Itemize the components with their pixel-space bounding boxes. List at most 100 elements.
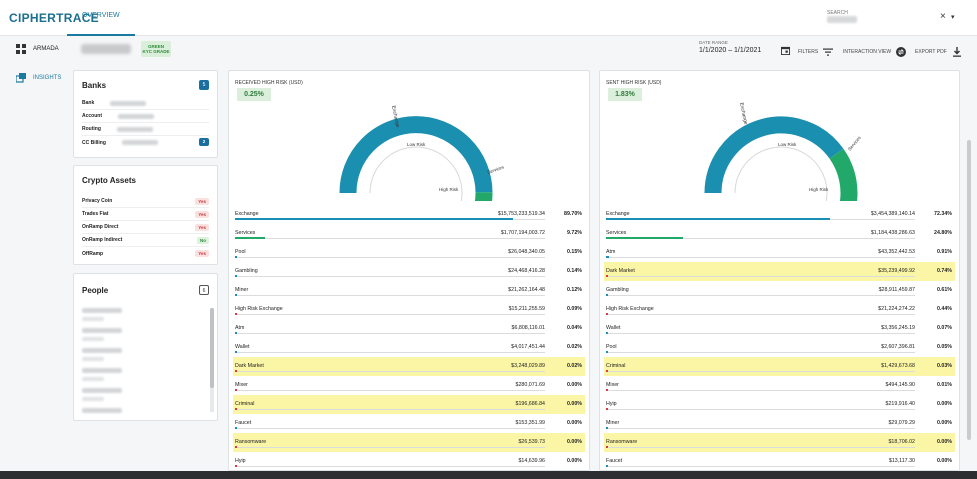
risk-row-atm[interactable]: Atm $43,352,442.53 0.91% — [604, 243, 955, 262]
person-item[interactable] — [82, 308, 122, 326]
person-item[interactable] — [82, 388, 122, 406]
gauge-label-services: Services — [487, 164, 506, 175]
risk-bar-fill — [606, 408, 608, 410]
risk-row-services[interactable]: Services $1,707,194,003.72 9.72% — [233, 224, 585, 243]
risk-row-miner[interactable]: Miner $29,079.29 0.00% — [604, 414, 955, 433]
people-scrollbar-thumb[interactable] — [210, 308, 214, 388]
risk-amount: $24,468,416.28 — [508, 268, 545, 274]
risk-bar-fill — [235, 408, 237, 410]
risk-category-name: Atm — [235, 325, 245, 331]
risk-row-criminal[interactable]: Criminal $196,686.84 0.00% — [233, 395, 585, 414]
banks-count-badge: 5 — [199, 80, 209, 90]
risk-row-ransomware[interactable]: Ransomware $26,539.73 0.00% — [233, 433, 585, 452]
risk-bar-track — [235, 389, 545, 391]
risk-row-atm[interactable]: Atm $6,808,116.01 0.04% — [233, 319, 585, 338]
page-scrollbar[interactable] — [967, 140, 971, 440]
risk-category-name: High Risk Exchange — [606, 306, 654, 312]
risk-row-gambling[interactable]: Gambling $24,468,416.28 0.14% — [233, 262, 585, 281]
sent-title: SENT HIGH RISK (USD) — [606, 80, 662, 86]
risk-category-name: Pool — [235, 249, 246, 255]
risk-bar-fill — [606, 218, 830, 220]
export-pdf-button[interactable]: EXPORT PDF — [915, 47, 962, 57]
risk-bar-track — [235, 370, 545, 372]
received-high-risk-pct: 0.25% — [237, 88, 271, 101]
risk-percent: 0.02% — [566, 344, 582, 350]
tab-overview[interactable]: OVERVIEW — [67, 0, 135, 36]
clear-search-icon[interactable]: × — [940, 11, 946, 22]
person-item[interactable] — [82, 368, 122, 386]
risk-amount: $43,352,442.53 — [878, 249, 915, 255]
sidebar-item-armada[interactable]: ARMADA — [16, 44, 59, 54]
chevron-down-icon[interactable]: ▾ — [951, 14, 955, 21]
risk-row-mixer[interactable]: Mixer $280,071.69 0.00% — [233, 376, 585, 395]
onramp-direct-label: OnRamp Direct — [82, 224, 119, 230]
risk-percent: 0.00% — [566, 458, 582, 464]
gauge-label-high-risk: High Risk — [439, 187, 459, 192]
person-item[interactable] — [82, 328, 122, 346]
risk-bar-track — [606, 427, 915, 429]
gauge-label-exchange: Exchange — [738, 102, 749, 125]
risk-row-criminal[interactable]: Criminal $1,429,673.68 0.03% — [604, 357, 955, 376]
risk-row-dark-market[interactable]: Dark Market $35,239,499.92 0.74% — [604, 262, 955, 281]
risk-percent: 0.91% — [936, 249, 952, 255]
risk-percent: 0.12% — [566, 287, 582, 293]
risk-category-name: Gambling — [235, 268, 258, 274]
risk-row-dark-market[interactable]: Dark Market $3,248,029.89 0.02% — [233, 357, 585, 376]
risk-percent: 0.00% — [936, 458, 952, 464]
risk-bar-track — [235, 294, 545, 296]
risk-row-miner[interactable]: Miner $21,262,164.48 0.12% — [233, 281, 585, 300]
risk-row-ransomware[interactable]: Ransomware $18,706.02 0.00% — [604, 433, 955, 452]
risk-row-gambling[interactable]: Gambling $28,911,459.87 0.61% — [604, 281, 955, 300]
risk-row-exchange[interactable]: Exchange $3,454,389,140.14 72.34% — [604, 205, 955, 224]
risk-percent: 0.02% — [566, 363, 582, 369]
person-item[interactable] — [82, 348, 122, 366]
risk-row-high-risk-exchange[interactable]: High Risk Exchange $21,224,274.22 0.44% — [604, 300, 955, 319]
date-range-value[interactable]: 1/1/2020 – 1/1/2021 — [699, 47, 762, 54]
risk-row-faucet[interactable]: Faucet $13,117.30 0.00% — [604, 452, 955, 471]
risk-row-pool[interactable]: Pool $2,607,396.81 0.05% — [604, 338, 955, 357]
risk-row-mixer[interactable]: Mixer $494,145.90 0.01% — [604, 376, 955, 395]
risk-row-wallet[interactable]: Wallet $4,017,451.44 0.02% — [233, 338, 585, 357]
risk-percent: 0.00% — [936, 420, 952, 426]
risk-row-wallet[interactable]: Wallet $3,356,245.19 0.07% — [604, 319, 955, 338]
onramp-indirect-status: No — [197, 237, 209, 244]
risk-row-faucet[interactable]: Faucet $153,351.99 0.00% — [233, 414, 585, 433]
risk-category-name: Mixer — [235, 382, 248, 388]
risk-bar-fill — [235, 465, 237, 467]
risk-row-pool[interactable]: Pool $26,048,340.05 0.15% — [233, 243, 585, 262]
risk-category-name: Dark Market — [606, 268, 635, 274]
risk-category-name: Services — [235, 230, 256, 236]
ciphertrace-logo[interactable]: CIPHERTRACE — [9, 11, 99, 25]
gauge-label-low-risk: Low Risk — [407, 142, 426, 147]
risk-amount: $153,351.99 — [515, 420, 545, 426]
people-panel: People 6 — [73, 273, 218, 421]
risk-row-hyip[interactable]: Hyip $14,639.96 0.00% — [233, 452, 585, 471]
risk-category-name: Faucet — [606, 458, 623, 464]
risk-percent: 0.07% — [936, 325, 952, 331]
person-item[interactable] — [82, 408, 122, 418]
risk-bar-fill — [606, 465, 608, 467]
risk-amount: $196,686.84 — [515, 401, 545, 407]
sidebar-item-insights[interactable]: INSIGHTS — [16, 73, 61, 83]
search-input[interactable] — [827, 16, 857, 23]
risk-percent: 0.05% — [936, 344, 952, 350]
risk-row-hyip[interactable]: Hyip $219,916.40 0.00% — [604, 395, 955, 414]
risk-row-services[interactable]: Services $1,184,438,286.63 24.80% — [604, 224, 955, 243]
footer-bar — [0, 471, 977, 479]
kyc-grade-label: KYC GRADE — [142, 49, 170, 54]
risk-row-exchange[interactable]: Exchange $15,753,233,519.34 89.70% — [233, 205, 585, 224]
risk-bar-fill — [235, 446, 237, 448]
sent-gauge: Exchange Low Risk High Risk Services — [704, 102, 862, 201]
calendar-icon[interactable] — [781, 46, 790, 55]
filters-button[interactable]: FILTERS — [798, 47, 834, 57]
risk-category-name: Wallet — [606, 325, 621, 331]
risk-amount: $6,808,116.01 — [511, 325, 545, 331]
interaction-view-button[interactable]: INTERACTION VIEW — [843, 47, 907, 57]
risk-bar-track — [606, 313, 915, 315]
risk-row-high-risk-exchange[interactable]: High Risk Exchange $15,211,255.59 0.09% — [233, 300, 585, 319]
risk-bar-fill — [235, 389, 237, 391]
risk-bar-fill — [606, 389, 609, 391]
account-label: Account — [82, 113, 102, 119]
risk-amount: $13,117.30 — [888, 458, 915, 464]
risk-amount: $1,184,438,286.63 — [870, 230, 915, 236]
